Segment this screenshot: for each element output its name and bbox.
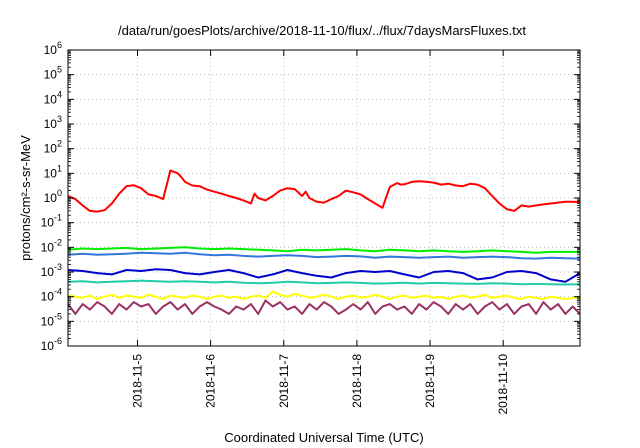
- series-line-3: [67, 251, 581, 260]
- y-tick-label: 105: [44, 65, 62, 82]
- y-tick-label: 10-6: [41, 336, 62, 353]
- y-tick-labels: 10-6 10-5 10-4 10-3 10-2 10-1 100 101 102 103 104 1…: [41, 40, 62, 353]
- chart-title: /data/run/goesPlots/archive/2018-11-10/f…: [118, 23, 526, 38]
- y-tick-label: 102: [44, 139, 62, 156]
- y-tick-label: 106: [44, 40, 62, 57]
- x-tick-label: 2018-11-5: [130, 354, 144, 408]
- grid: [68, 50, 580, 346]
- series-line-7: [67, 299, 581, 315]
- y-axis-label: protons/cm²-s-sr-MeV: [18, 135, 33, 261]
- series-line-6: [67, 290, 580, 301]
- x-tick-labels: 2018-11-5 2018-11-6 2018-11-7 2018-11-8 2018…: [130, 354, 510, 415]
- x-tick-label: 2018-11-9: [423, 354, 437, 408]
- x-tick-label: 2018-11-10: [496, 354, 510, 415]
- y-tick-label: 10-1: [41, 213, 62, 230]
- x-tick-label: 2018-11-7: [277, 354, 291, 408]
- y-tick-label: 104: [44, 89, 62, 106]
- series-line-2: [67, 246, 580, 254]
- x-tick-label: 2018-11-8: [350, 354, 364, 408]
- y-tick-label: 10-2: [41, 237, 62, 254]
- series-line-1: [67, 169, 581, 213]
- y-tick-label: 10-5: [41, 311, 62, 328]
- series-line-5: [67, 279, 581, 286]
- series-line-4: [67, 268, 581, 283]
- y-tick-label: 100: [44, 188, 62, 205]
- x-axis-label: Coordinated Universal Time (UTC): [224, 430, 423, 445]
- y-tick-label: 101: [44, 163, 62, 180]
- y-tick-label: 103: [44, 114, 62, 131]
- x-tick-label: 2018-11-6: [204, 354, 218, 408]
- y-tick-label: 10-3: [41, 262, 62, 279]
- plot-lines: [67, 169, 581, 315]
- y-tick-label: 10-4: [41, 287, 62, 304]
- axis-ticks: [68, 49, 580, 347]
